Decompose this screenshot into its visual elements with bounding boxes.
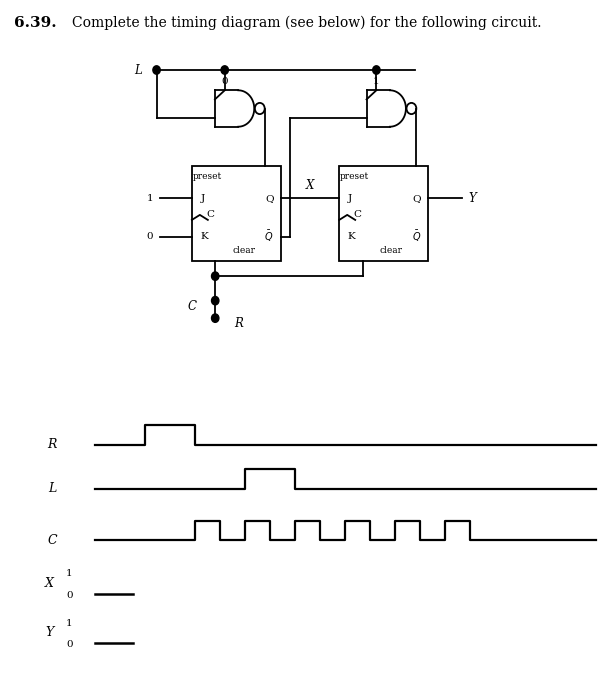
Text: Y: Y: [468, 192, 476, 204]
Text: R: R: [234, 317, 243, 330]
Text: preset: preset: [193, 172, 222, 181]
Text: $\bar{Q}$: $\bar{Q}$: [411, 229, 421, 244]
Text: 1: 1: [373, 78, 379, 86]
Text: X: X: [306, 179, 314, 192]
Text: 1: 1: [66, 570, 72, 578]
Text: K: K: [200, 232, 208, 241]
Bar: [340, 167, 429, 261]
Text: C: C: [354, 211, 362, 219]
Text: 1: 1: [66, 619, 72, 627]
Circle shape: [211, 297, 219, 305]
Text: $\bar{Q}$: $\bar{Q}$: [264, 229, 274, 244]
Text: 0: 0: [222, 78, 228, 86]
Text: Y: Y: [45, 626, 53, 639]
Text: Complete the timing diagram (see below) for the following circuit.: Complete the timing diagram (see below) …: [72, 16, 542, 31]
Text: 1: 1: [147, 194, 154, 202]
Text: Q: Q: [412, 194, 421, 202]
Text: R: R: [47, 438, 57, 451]
Text: K: K: [348, 232, 356, 241]
Text: clear: clear: [232, 246, 255, 255]
Text: J: J: [348, 194, 352, 202]
Circle shape: [373, 66, 380, 74]
Text: Q: Q: [265, 194, 274, 202]
Text: C: C: [47, 534, 57, 547]
Text: clear: clear: [379, 246, 403, 255]
Text: 0: 0: [66, 640, 72, 649]
Bar: [192, 167, 281, 261]
Text: 0: 0: [147, 232, 154, 241]
Text: C: C: [187, 300, 196, 313]
Text: C: C: [206, 211, 214, 219]
Text: L: L: [48, 482, 56, 495]
Text: 0: 0: [66, 591, 72, 600]
Text: preset: preset: [340, 172, 369, 181]
Text: 6.39.: 6.39.: [14, 16, 56, 30]
Text: L: L: [134, 64, 142, 76]
Circle shape: [221, 66, 228, 74]
Circle shape: [211, 272, 219, 281]
Text: X: X: [45, 578, 53, 590]
Circle shape: [211, 314, 219, 323]
Text: J: J: [200, 194, 204, 202]
Circle shape: [153, 66, 160, 74]
